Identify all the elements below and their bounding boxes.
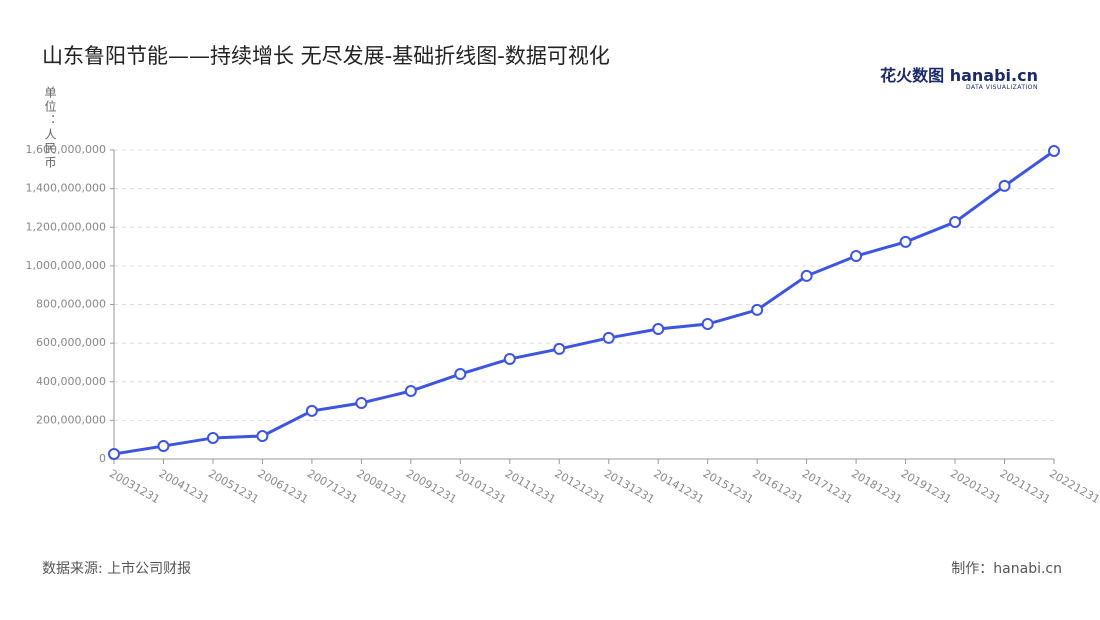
x-tick-label: 20171231: [800, 467, 855, 506]
y-tick-label: 800,000,000: [36, 298, 106, 311]
point: [850, 250, 863, 263]
point: [206, 431, 219, 444]
y-tick-label: 400,000,000: [36, 375, 106, 388]
point: [404, 385, 417, 398]
point: [751, 303, 764, 316]
x-tick-label: 20221231: [1047, 467, 1100, 506]
point: [553, 342, 566, 355]
point: [305, 404, 318, 417]
x-tick-label: 20061231: [255, 467, 310, 506]
x-tick-label: 20031231: [107, 467, 162, 506]
chart-title: 山东鲁阳节能——持续增长 无尽发展-基础折线图-数据可视化: [42, 44, 610, 68]
point: [602, 331, 615, 344]
x-tick-label: 20111231: [503, 467, 558, 506]
x-tick-label: 20051231: [206, 467, 261, 506]
x-tick-label: 20101231: [453, 467, 508, 506]
line: [113, 149, 1055, 456]
x-tick-label: 20201231: [948, 467, 1003, 506]
x-tick-label: 20161231: [750, 467, 805, 506]
x-tick-label: 20191231: [899, 467, 954, 506]
logo: 花火数图 hanabi.cn DATA VISUALIZATION: [880, 62, 1038, 91]
source: 数据来源: 上市公司财报: [42, 561, 192, 577]
logo-sub: DATA VISUALIZATION: [965, 84, 1038, 91]
point: [800, 269, 813, 282]
x-tick-label: 20141231: [651, 467, 706, 506]
credit: 制作：hanabi.cn: [951, 561, 1062, 577]
point: [949, 216, 962, 229]
point: [454, 368, 467, 381]
y-tick-label: 200,000,000: [36, 413, 106, 426]
logo-text: 花火数图 hanabi.cn: [880, 66, 1038, 85]
x-tick-label: 20121231: [552, 467, 607, 506]
point: [256, 430, 269, 443]
x-tick-label: 20071231: [305, 467, 360, 506]
y-tick-label: 0: [99, 452, 106, 465]
point: [157, 440, 170, 453]
x-tick-label: 20181231: [849, 467, 904, 506]
y-tick-label: 1,200,000,000: [26, 220, 106, 233]
point: [998, 179, 1011, 192]
x-tick-label: 20081231: [354, 467, 409, 506]
x-tick-label: 20041231: [156, 467, 211, 506]
y-tick-label: 600,000,000: [36, 336, 106, 349]
point: [1048, 144, 1060, 157]
point: [108, 447, 120, 460]
point: [701, 318, 714, 331]
x-tick-label: 20151231: [701, 467, 756, 506]
y-tick-label: 1,000,000,000: [26, 259, 106, 272]
y-tick-label: 1,400,000,000: [26, 182, 106, 195]
point: [652, 323, 665, 336]
point: [355, 396, 368, 409]
point: [899, 235, 912, 248]
x-tick-label: 20131231: [602, 467, 657, 506]
y-tick-label: 1,600,000,000: [26, 143, 106, 156]
x-tick-label: 20211231: [998, 467, 1053, 506]
x-tick-label: 20091231: [404, 467, 459, 506]
point: [503, 352, 516, 365]
y-axis-label: 单位：人民币: [43, 86, 57, 170]
